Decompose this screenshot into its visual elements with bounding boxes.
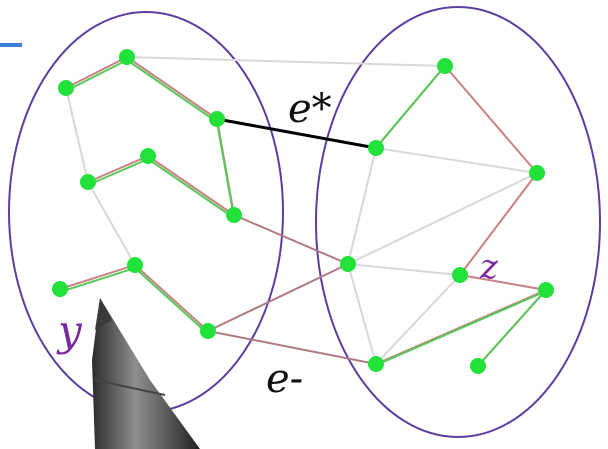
- left-tree-edges: [59, 56, 235, 335]
- nodes: [52, 49, 554, 374]
- label-e-star: e*: [288, 86, 332, 132]
- node: [529, 165, 545, 181]
- node: [226, 207, 242, 223]
- node: [200, 323, 216, 339]
- node: [140, 148, 156, 164]
- node: [340, 256, 356, 272]
- node: [209, 111, 225, 127]
- node: [368, 356, 384, 372]
- label-z: z: [479, 247, 499, 287]
- node: [538, 282, 554, 298]
- node: [368, 140, 384, 156]
- node: [80, 174, 96, 190]
- edge-e-star: [216, 117, 377, 150]
- stylus-pen-image: [92, 298, 200, 449]
- node: [58, 80, 74, 96]
- node: [470, 358, 486, 374]
- gray-edges: [65, 56, 538, 365]
- node: [127, 257, 143, 273]
- right-tree-edges: [373, 65, 547, 369]
- label-e-minus: e-: [266, 356, 303, 402]
- right-partition-ellipse: [315, 6, 601, 438]
- label-y: y: [56, 306, 83, 355]
- node: [437, 58, 453, 74]
- node: [52, 281, 68, 297]
- node: [119, 49, 135, 65]
- cross-edges: [207, 214, 377, 365]
- node: [452, 267, 468, 283]
